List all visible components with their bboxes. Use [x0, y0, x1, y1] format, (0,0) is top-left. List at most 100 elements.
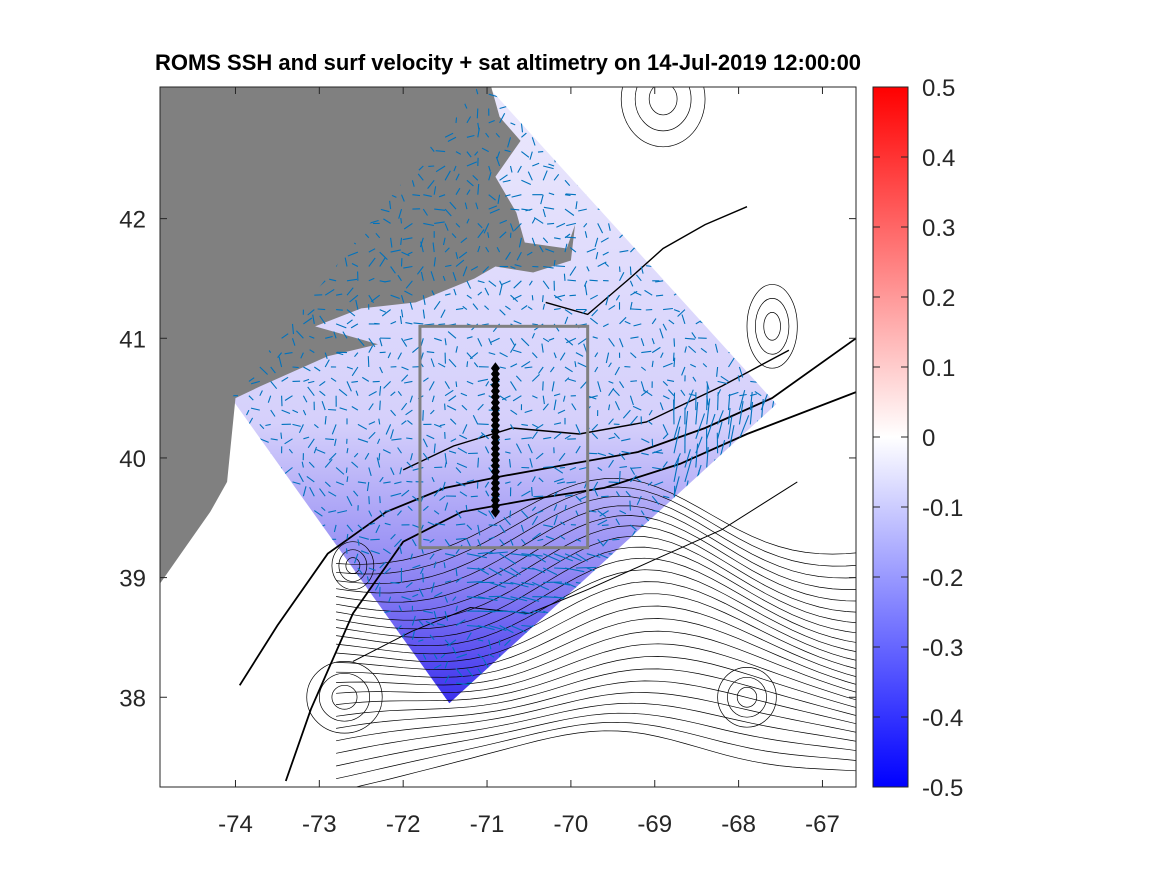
- velocity-arrow: [825, 143, 826, 152]
- velocity-arrow: [520, 122, 524, 133]
- velocity-arrow: [374, 322, 380, 325]
- velocity-arrow: [651, 495, 660, 505]
- velocity-arrow: [647, 420, 653, 425]
- velocity-arrow: [531, 476, 536, 483]
- velocity-arrow: [427, 179, 435, 189]
- velocity-arrow: [438, 323, 446, 326]
- velocity-arrow: [602, 176, 609, 181]
- velocity-arrow: [794, 252, 801, 254]
- velocity-arrow: [728, 351, 739, 354]
- velocity-arrow: [805, 492, 806, 511]
- velocity-arrow: [575, 553, 588, 562]
- velocity-arrow: [444, 381, 450, 389]
- velocity-arrow: [553, 173, 560, 181]
- velocity-arrow: [511, 194, 522, 198]
- velocity-arrow: [390, 492, 402, 497]
- velocity-arrow: [849, 264, 855, 266]
- velocity-arrow: [827, 460, 832, 482]
- velocity-arrow: [833, 277, 837, 281]
- velocity-arrow: [409, 553, 413, 560]
- velocity-arrow: [576, 769, 607, 773]
- velocity-arrow: [655, 294, 664, 297]
- velocity-arrow: [691, 217, 697, 224]
- velocity-arrow: [288, 548, 293, 555]
- velocity-arrow: [579, 466, 587, 470]
- velocity-arrow: [675, 222, 686, 226]
- velocity-arrow: [255, 546, 261, 554]
- velocity-arrow: [673, 485, 676, 511]
- velocity-arrow: [283, 653, 293, 656]
- velocity-arrow: [400, 309, 404, 318]
- velocity-arrow: [849, 223, 854, 229]
- velocity-arrow: [512, 349, 522, 354]
- velocity-arrow: [673, 696, 682, 702]
- velocity-arrow: [733, 337, 740, 339]
- velocity-arrow: [368, 277, 375, 282]
- velocity-arrow: [370, 550, 380, 555]
- velocity-arrow: [367, 749, 368, 755]
- velocity-arrow: [467, 725, 496, 727]
- velocity-arrow: [710, 592, 718, 598]
- velocity-arrow: [637, 648, 642, 655]
- velocity-arrow: [477, 510, 488, 516]
- velocity-arrow: [466, 116, 472, 124]
- velocity-arrow: [816, 396, 824, 400]
- velocity-arrow: [553, 478, 564, 483]
- velocity-arrow: [537, 151, 544, 153]
- velocity-arrow: [580, 639, 588, 646]
- velocity-arrow: [643, 389, 653, 397]
- velocity-arrow: [462, 266, 468, 277]
- velocity-arrow: [706, 251, 718, 253]
- velocity-arrow: [838, 109, 839, 117]
- velocity-arrow: [695, 87, 701, 95]
- velocity-arrow: [738, 194, 744, 204]
- velocity-arrow: [849, 514, 851, 525]
- velocity-arrow: [259, 678, 265, 684]
- velocity-arrow: [321, 401, 326, 411]
- velocity-arrow: [564, 377, 570, 382]
- velocity-arrow: [575, 151, 583, 155]
- velocity-arrow: [785, 118, 794, 123]
- velocity-arrow: [447, 136, 457, 142]
- velocity-arrow: [286, 755, 293, 762]
- velocity-arrow: [840, 278, 849, 281]
- velocity-arrow: [649, 137, 653, 143]
- velocity-arrow: [444, 208, 452, 217]
- velocity-arrow: [532, 740, 559, 741]
- velocity-arrow: [394, 481, 402, 485]
- velocity-arrow: [712, 634, 719, 641]
- velocity-arrow: [679, 87, 686, 95]
- velocity-arrow: [302, 673, 308, 684]
- velocity-arrow: [798, 281, 805, 284]
- velocity-arrow: [264, 577, 272, 583]
- gulf-stream-contour: [354, 730, 856, 787]
- velocity-arrow: [673, 575, 681, 583]
- velocity-arrow: [488, 536, 495, 540]
- velocity-arrow: [235, 712, 238, 717]
- velocity-arrow: [805, 308, 815, 310]
- velocity-arrow: [695, 667, 706, 672]
- velocity-arrow: [640, 223, 645, 231]
- velocity-arrow: [411, 615, 416, 626]
- velocity-arrow: [444, 338, 447, 346]
- velocity-arrow: [542, 208, 546, 218]
- velocity-arrow: [312, 314, 315, 324]
- velocity-arrow: [303, 378, 310, 382]
- velocity-arrow: [412, 495, 420, 502]
- velocity-arrow: [259, 366, 268, 375]
- velocity-arrow: [346, 674, 349, 683]
- velocity-arrow: [553, 624, 574, 634]
- velocity-arrow: [270, 438, 278, 441]
- velocity-arrow: [333, 524, 337, 533]
- velocity-arrow: [298, 472, 304, 483]
- velocity-arrow: [388, 596, 392, 603]
- velocity-arrow: [761, 221, 773, 224]
- velocity-arrow: [455, 577, 463, 583]
- velocity-arrow: [423, 720, 432, 726]
- velocity-arrow: [764, 769, 772, 770]
- velocity-arrow: [302, 409, 307, 416]
- velocity-arrow: [672, 352, 675, 362]
- velocity-arrow: [597, 596, 611, 598]
- velocity-arrow: [542, 567, 558, 576]
- velocity-arrow: [368, 431, 376, 440]
